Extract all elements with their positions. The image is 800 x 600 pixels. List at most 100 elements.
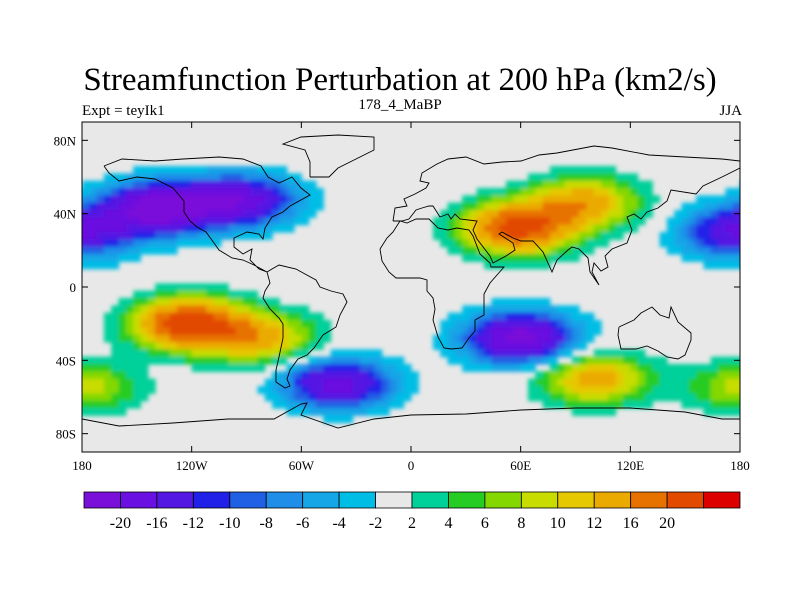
- field-cell: [535, 320, 544, 328]
- field-cell: [718, 195, 726, 204]
- field-cell: [564, 202, 573, 211]
- field-cell: [257, 356, 266, 365]
- field-cell: [527, 378, 536, 387]
- field-cell: [82, 188, 83, 196]
- field-cell: [294, 386, 302, 394]
- field-cell: [125, 364, 134, 372]
- colorbar: -20 -16 -12 -10 -8 -6 -4 -2 2 4 6 8 10 12 16 20: [83, 491, 741, 532]
- field-cell: [133, 180, 142, 189]
- field-cell: [527, 224, 536, 233]
- field-cell: [198, 166, 207, 174]
- field-cell: [725, 239, 734, 248]
- field-cell: [82, 408, 83, 416]
- field-cell: [242, 334, 251, 343]
- field-cell: [367, 349, 376, 358]
- field-cell: [367, 371, 376, 380]
- field-cell: [549, 180, 558, 189]
- field-cell: [469, 342, 478, 350]
- field-cell: [250, 356, 259, 365]
- field-cell: [82, 195, 83, 204]
- field-cell: [608, 364, 617, 372]
- field-cell: [330, 415, 339, 424]
- field-cell: [111, 364, 120, 372]
- field-cell: [696, 232, 705, 240]
- field-cell: [220, 224, 229, 233]
- field-cell: [396, 393, 405, 402]
- field-cell: [571, 393, 580, 402]
- field-cell: [725, 232, 734, 240]
- field-cell: [177, 173, 185, 182]
- field-cell: [586, 246, 595, 255]
- experiment-label: Expt = teyIk1: [82, 103, 165, 119]
- field-cell: [571, 312, 580, 321]
- field-cell: [498, 312, 507, 321]
- run-label: 178_4_MaBP: [358, 97, 442, 113]
- field-cell: [608, 166, 617, 174]
- field-cell: [593, 188, 602, 196]
- field-cell: [579, 364, 588, 372]
- field-cell: [96, 254, 105, 262]
- field-cell: [125, 371, 134, 380]
- field-cell: [666, 371, 675, 380]
- field-cell: [177, 239, 185, 248]
- field-cell: [213, 217, 222, 226]
- field-cell: [198, 210, 207, 218]
- field-cell: [623, 393, 631, 402]
- field-cell: [571, 195, 580, 204]
- field-cell: [111, 254, 120, 262]
- field-cell: [652, 393, 661, 402]
- field-cell: [286, 386, 295, 394]
- field-cell: [586, 408, 595, 416]
- field-cell: [264, 298, 273, 306]
- field-cell: [235, 232, 244, 240]
- field-cell: [155, 283, 164, 292]
- field-cell: [542, 400, 551, 409]
- field-cell: [82, 400, 83, 409]
- field-cell: [111, 342, 120, 350]
- field-cell: [147, 210, 156, 218]
- field-cell: [381, 356, 390, 365]
- field-cell: [608, 188, 617, 196]
- field-cell: [82, 217, 90, 226]
- field-cell: [666, 232, 675, 240]
- field-cell: [498, 210, 507, 218]
- coast-antarctica: [82, 402, 740, 429]
- field-cell: [133, 400, 142, 409]
- field-cell: [491, 239, 500, 248]
- field-cell: [586, 188, 595, 196]
- field-cell: [133, 334, 142, 343]
- field-cell: [198, 180, 207, 189]
- field-cell: [549, 327, 558, 336]
- field-cell: [315, 393, 324, 402]
- field-cell: [359, 378, 368, 387]
- field-cell: [111, 224, 120, 233]
- field-cell: [242, 290, 251, 299]
- field-cell: [564, 173, 573, 182]
- field-cell: [571, 166, 580, 174]
- field-cell: [476, 202, 485, 211]
- field-cell: [308, 400, 317, 409]
- field-cell: [630, 393, 639, 402]
- field-cell: [272, 210, 280, 218]
- field-cell: [681, 232, 690, 240]
- field-cell: [601, 364, 609, 372]
- field-cell: [111, 195, 120, 204]
- field-cell: [125, 224, 134, 233]
- field-cell: [272, 393, 280, 402]
- field-cell: [674, 232, 683, 240]
- field-cell: [198, 349, 207, 358]
- field-cell: [140, 342, 149, 350]
- field-cell: [696, 254, 705, 262]
- field-cell: [615, 378, 624, 387]
- field-cell: [732, 261, 740, 270]
- field-cell: [308, 180, 317, 189]
- field-cell: [235, 188, 244, 196]
- field-cell: [542, 254, 551, 262]
- field-cell: [484, 246, 493, 255]
- field-cell: [564, 327, 573, 336]
- field-cell: [220, 173, 229, 182]
- field-cell: [111, 261, 120, 270]
- field-cell: [103, 386, 112, 394]
- field-cell: [147, 217, 156, 226]
- field-cell: [345, 371, 354, 380]
